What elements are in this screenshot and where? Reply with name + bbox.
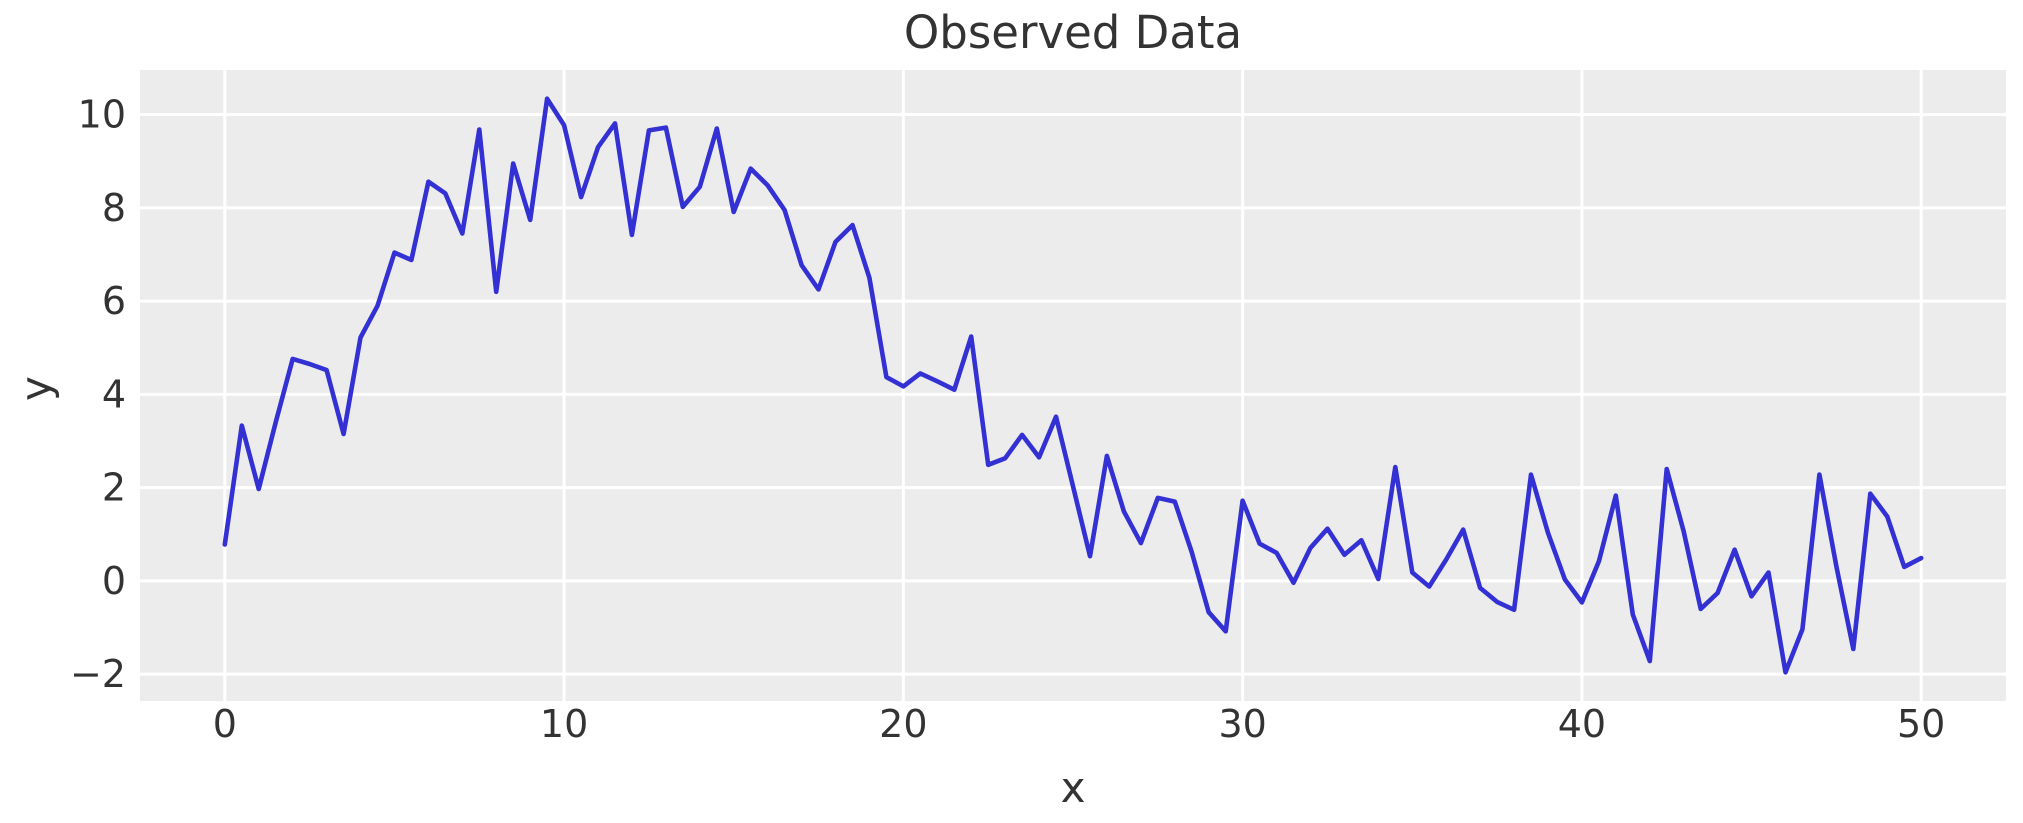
x-tick-label: 0: [213, 702, 237, 746]
x-tick-label: 20: [879, 702, 927, 746]
plot-background: [140, 70, 2006, 701]
x-tick-label: 10: [540, 702, 588, 746]
x-tick-label: 30: [1218, 702, 1266, 746]
plot-title: Observed Data: [903, 6, 1243, 59]
x-tick-label: 50: [1897, 702, 1945, 746]
data-line-series: [222, 96, 1924, 675]
y-tick-label: 10: [78, 93, 126, 137]
y-tick-label: −2: [70, 652, 126, 696]
y-axis-label: y: [11, 376, 61, 401]
y-tick-label: 8: [102, 186, 126, 230]
y-tick-label: 0: [102, 559, 126, 603]
y-tick-label: 6: [102, 279, 126, 323]
x-axis-label: x: [1060, 763, 1086, 812]
y-tick-label: 4: [102, 372, 126, 416]
y-tick-label: 2: [102, 466, 126, 510]
x-tick-label: 40: [1558, 702, 1606, 746]
